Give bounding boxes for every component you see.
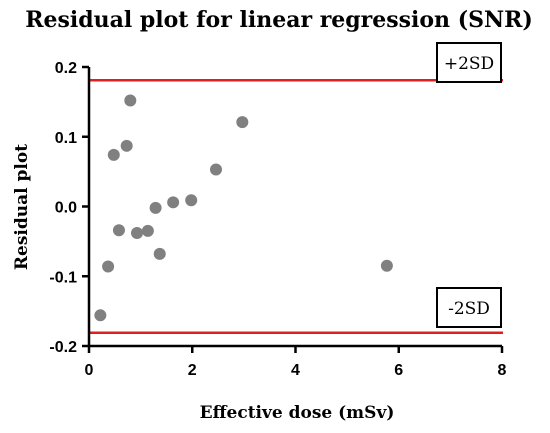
- data-point: [236, 116, 249, 129]
- data-point: [209, 163, 222, 176]
- x-ticks: 0 2 4 6 8: [85, 346, 507, 379]
- y-tick-label: 0.0: [55, 200, 77, 217]
- y-tick-label: -0.1: [49, 269, 77, 286]
- annotation-box: [436, 42, 502, 83]
- y-ticks: -0.2 -0.1 0.0 0.1 0.2: [49, 60, 89, 356]
- x-axis-label: Effective dose (mSv): [200, 403, 395, 423]
- annotations: +2SD -2SD: [436, 42, 502, 328]
- data-point: [131, 227, 144, 240]
- data-point: [153, 247, 166, 260]
- data-point: [94, 309, 107, 322]
- y-tick-label: -0.2: [49, 339, 77, 356]
- data-point: [167, 196, 180, 209]
- annotation-label: -2SD: [448, 299, 490, 319]
- data-point: [141, 224, 154, 237]
- x-tick-label: 2: [188, 362, 197, 379]
- data-point: [102, 260, 115, 273]
- x-tick-label: 0: [85, 362, 94, 379]
- data-point: [112, 224, 125, 237]
- chart-title: Residual plot for linear regression (SNR…: [25, 7, 533, 33]
- y-tick-label: 0.2: [55, 60, 77, 77]
- data-point: [185, 194, 198, 207]
- y-tick-label: 0.1: [55, 130, 77, 147]
- annotation-box: [436, 287, 502, 328]
- x-tick-label: 6: [394, 362, 403, 379]
- y-axis-label: Residual plot: [12, 144, 32, 270]
- reference-lines: [89, 79, 503, 334]
- annotation-label: +2SD: [444, 54, 494, 74]
- data-point: [107, 148, 120, 161]
- x-tick-label: 4: [291, 362, 300, 379]
- data-point: [120, 139, 133, 152]
- x-tick-label: 8: [498, 362, 507, 379]
- data-point: [380, 259, 393, 272]
- data-point: [149, 201, 162, 214]
- data-points: [94, 94, 393, 322]
- data-point: [124, 94, 137, 107]
